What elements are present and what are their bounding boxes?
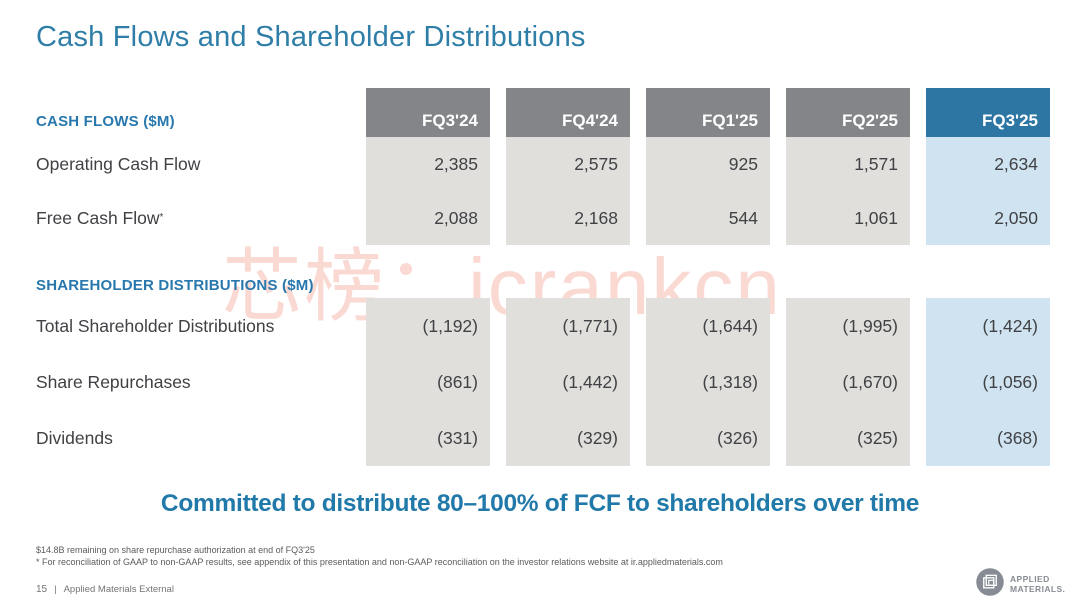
table-column-fq1-25: (1,644) (1,318) (326) <box>646 298 770 466</box>
table-column-fq2-25: 1,571 1,061 <box>786 137 910 245</box>
table-column-fq4-24: 2,575 2,168 <box>506 137 630 245</box>
applied-materials-logo-icon <box>975 567 1005 602</box>
table-cell: (368) <box>997 427 1038 448</box>
footnote-line-1: $14.8B remaining on share repurchase aut… <box>36 545 315 555</box>
row-label-dividends: Dividends <box>36 425 113 451</box>
column-header-label: FQ3'25 <box>981 111 1038 130</box>
logo-text-line2: MATERIALS. <box>1010 583 1066 594</box>
column-header-label: FQ4'24 <box>561 111 618 130</box>
table-cell: 2,088 <box>434 207 478 228</box>
column-header-fq2-25: FQ2'25 <box>786 88 910 137</box>
table-cell: (1,771) <box>562 315 618 336</box>
row-label-text: Dividends <box>36 427 113 448</box>
row-label-text: Share Repurchases <box>36 371 191 392</box>
column-header-label: FQ1'25 <box>701 111 758 130</box>
footer-label: Applied Materials External <box>63 584 174 595</box>
cash-flows-values: 2,385 2,088 2,575 2,168 925 544 1,571 1,… <box>366 137 1050 245</box>
footnote-line-2: * For reconciliation of GAAP to non-GAAP… <box>36 556 723 567</box>
row-label-share-repurchases: Share Repurchases <box>36 369 191 395</box>
table-cell: (1,192) <box>422 315 478 336</box>
table-cell: 2,634 <box>994 153 1038 174</box>
table-cell: (1,442) <box>562 371 618 392</box>
table-cell: (329) <box>577 427 618 448</box>
column-header-fq1-25: FQ1'25 <box>646 88 770 137</box>
table-cell: (325) <box>857 427 898 448</box>
column-header-label: FQ2'25 <box>841 111 898 130</box>
footer-divider: | <box>54 584 57 595</box>
table-cell: 2,168 <box>574 207 618 228</box>
table-cell: 925 <box>728 153 758 174</box>
row-label-text: Operating Cash Flow <box>36 153 201 174</box>
footer: 15 | Applied Materials External <box>36 584 174 595</box>
column-header-fq3-24: FQ3'24 <box>366 88 490 137</box>
table-cell: 2,050 <box>994 207 1038 228</box>
table-cell: 544 <box>728 207 758 228</box>
table-cell: (1,424) <box>982 315 1038 336</box>
page-title: Cash Flows and Shareholder Distributions <box>36 21 586 53</box>
row-label-text: Total Shareholder Distributions <box>36 315 275 336</box>
table-cell: (1,995) <box>842 315 898 336</box>
row-label-operating-cash-flow: Operating Cash Flow <box>36 151 200 177</box>
section-label-shareholder-distributions: SHAREHOLDER DISTRIBUTIONS ($M) <box>36 277 314 294</box>
applied-materials-logo: APPLIED MATERIALS. <box>975 567 1065 602</box>
table-cell: (1,670) <box>842 371 898 392</box>
table-column-fq1-25: 925 544 <box>646 137 770 245</box>
table-cell: 2,575 <box>574 153 618 174</box>
table-column-fq3-25-highlighted: 2,634 2,050 <box>926 137 1050 245</box>
table-cell: (1,644) <box>702 315 758 336</box>
table-cell: (1,318) <box>702 371 758 392</box>
table-column-fq3-24: 2,385 2,088 <box>366 137 490 245</box>
table-cell: (331) <box>437 427 478 448</box>
row-label-free-cash-flow: Free Cash Flow * <box>36 207 164 228</box>
applied-materials-logo-text: APPLIED MATERIALS. <box>1010 574 1066 594</box>
table-column-fq4-24: (1,771) (1,442) (329) <box>506 298 630 466</box>
footnotes: $14.8B remaining on share repurchase aut… <box>36 545 723 568</box>
table-cell: (1,056) <box>982 371 1038 392</box>
column-header-label: FQ3'24 <box>421 111 478 130</box>
table-column-fq3-24: (1,192) (861) (331) <box>366 298 490 466</box>
column-header-fq3-25-highlighted: FQ3'25 <box>926 88 1050 137</box>
section-label-cash-flows: CASH FLOWS ($M) <box>36 113 175 130</box>
table-column-fq3-25-highlighted: (1,424) (1,056) (368) <box>926 298 1050 466</box>
column-header-fq4-24: FQ4'24 <box>506 88 630 137</box>
table-cell: 2,385 <box>434 153 478 174</box>
page-number: 15 <box>36 584 48 595</box>
quarter-header-row: FQ3'24 FQ4'24 FQ1'25 FQ2'25 FQ3'25 <box>366 88 1050 137</box>
row-label-text: Free Cash Flow <box>36 207 160 228</box>
table-cell: 1,061 <box>854 207 898 228</box>
shareholder-distributions-values: (1,192) (861) (331) (1,771) (1,442) (329… <box>366 298 1050 466</box>
table-cell: 1,571 <box>854 153 898 174</box>
table-cell: (326) <box>717 427 758 448</box>
logo-text-line1: APPLIED <box>1010 574 1050 584</box>
table-column-fq2-25: (1,995) (1,670) (325) <box>786 298 910 466</box>
table-cell: (861) <box>437 371 478 392</box>
tagline: Committed to distribute 80–100% of FCF t… <box>160 490 920 517</box>
row-label-total-shareholder-distributions: Total Shareholder Distributions <box>36 313 274 339</box>
